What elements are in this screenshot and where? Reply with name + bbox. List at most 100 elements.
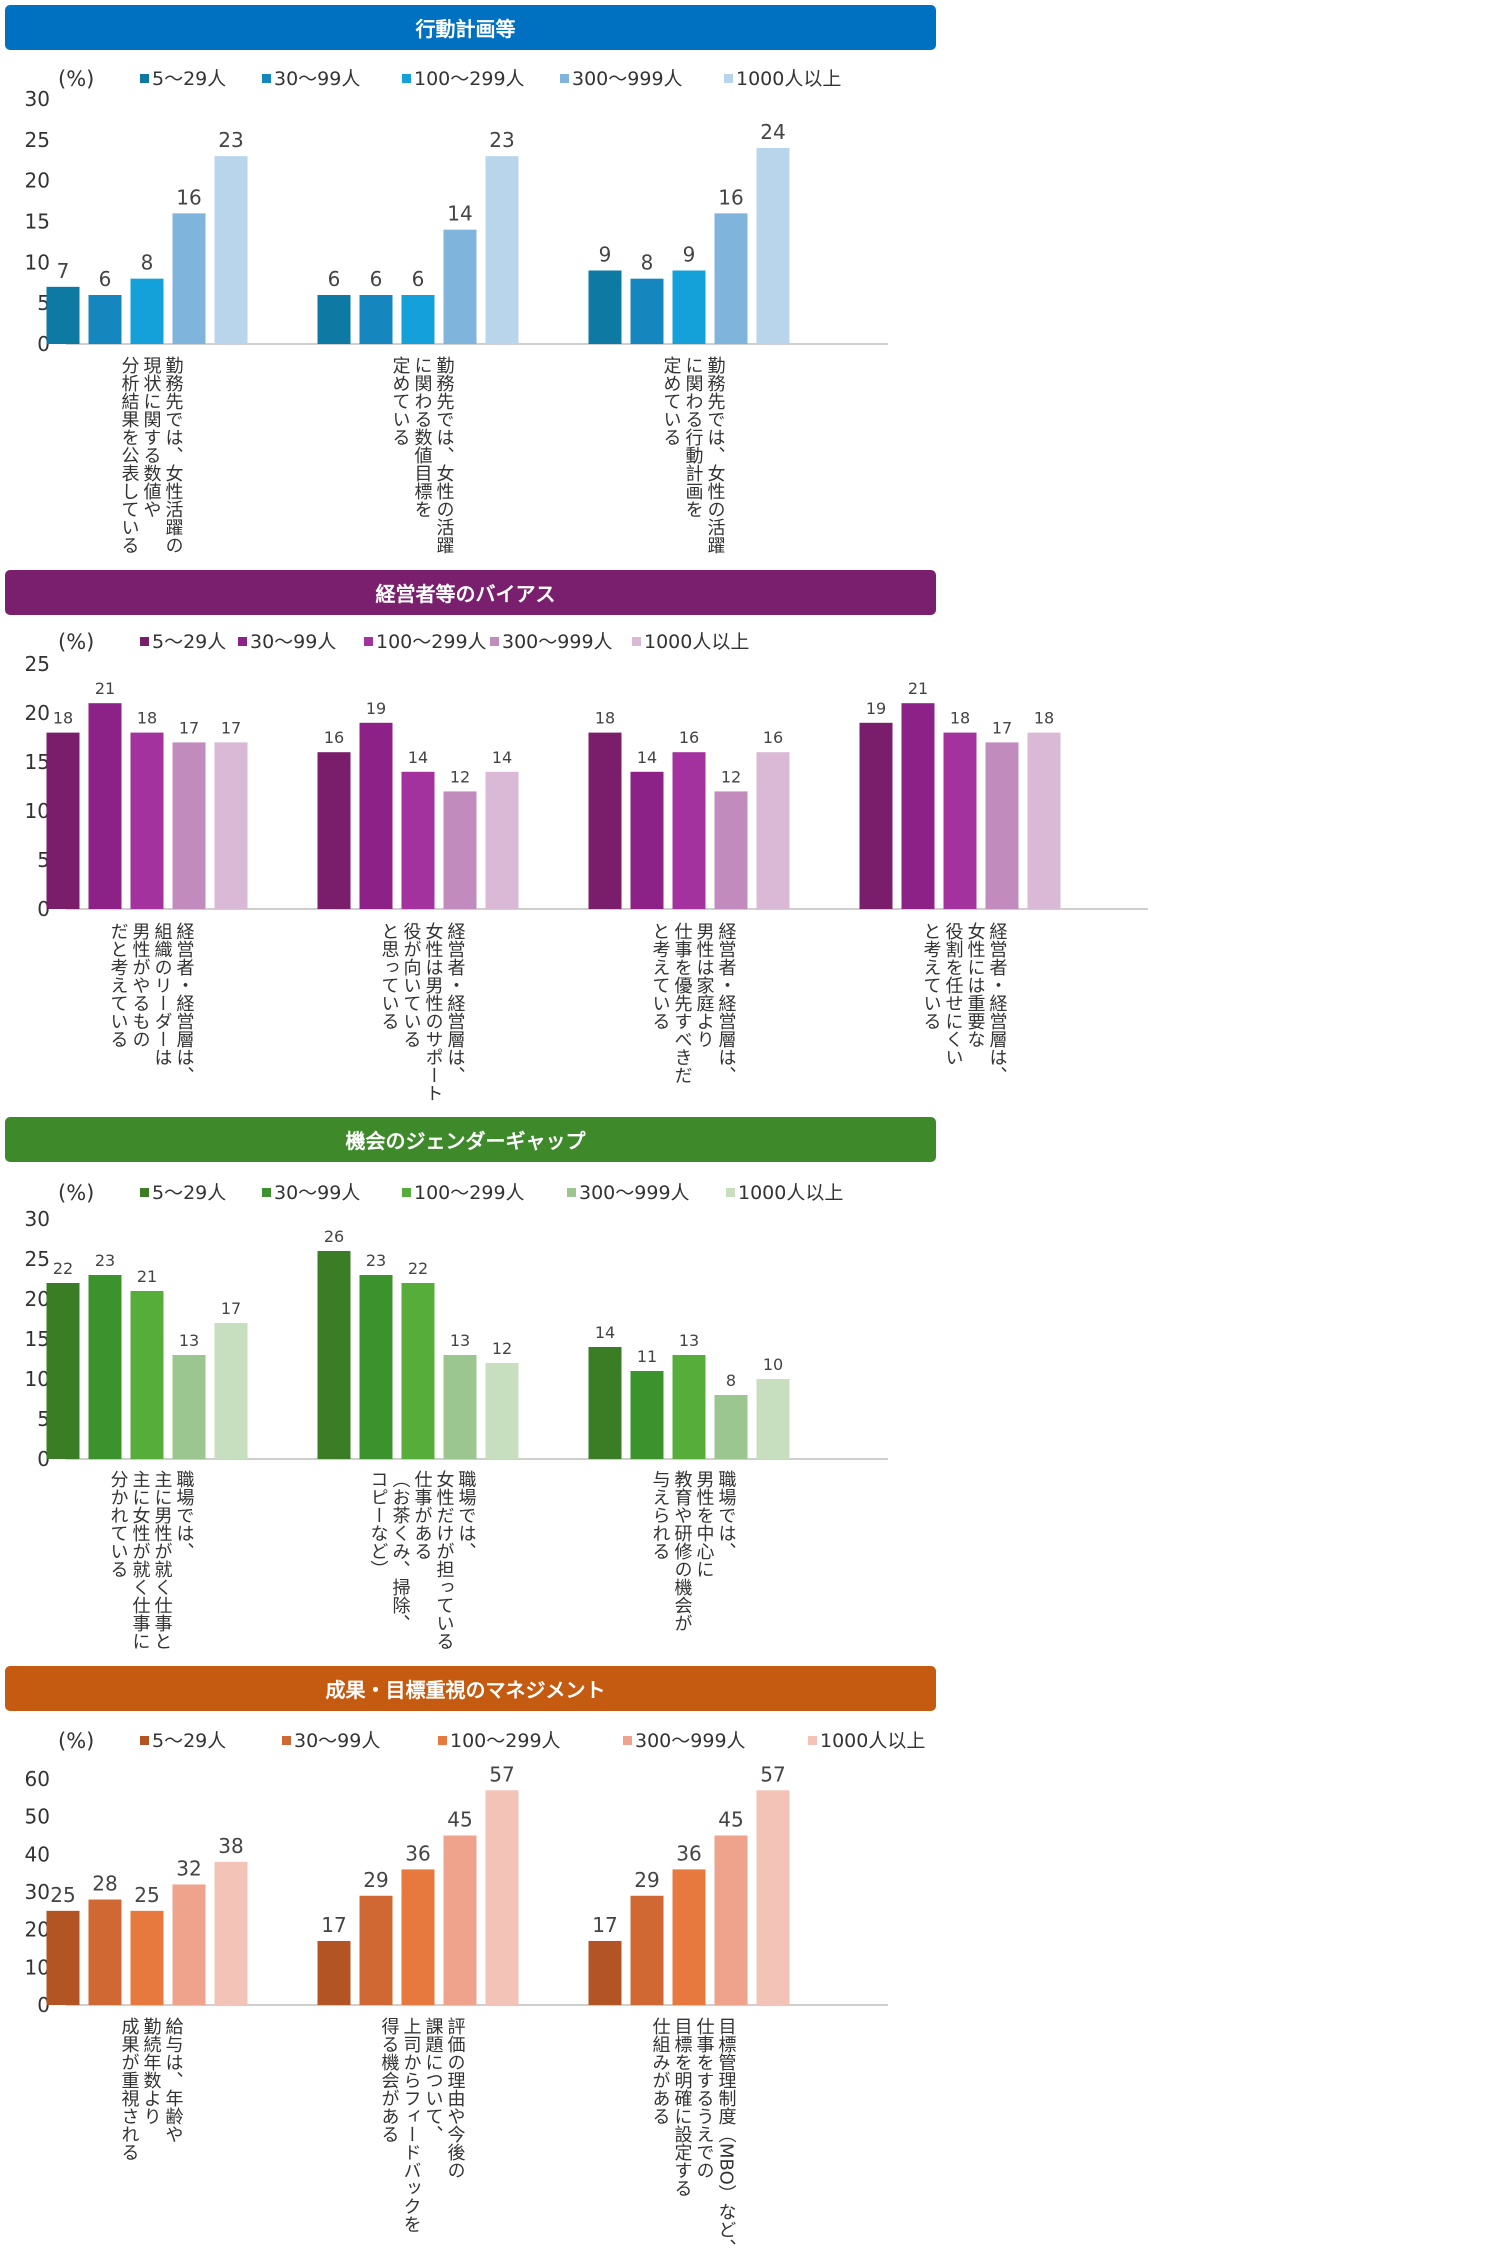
- bar: [318, 752, 351, 909]
- y-tick-label: 50: [25, 1805, 50, 1829]
- bar: [131, 733, 164, 909]
- bar: [631, 772, 664, 909]
- category-label-line: 勤務先では、女性の活躍: [705, 356, 726, 554]
- y-tick-label: 20: [25, 1918, 50, 1942]
- bar-value-label: 13: [179, 1331, 199, 1350]
- category-label-line: 給与は、年齢や: [163, 2017, 184, 2143]
- legend-entry: 300～999人: [572, 68, 683, 90]
- category-label-line: 女性だけが担っている: [434, 1470, 455, 1650]
- bar-value-label: 17: [592, 1913, 617, 1937]
- y-tick-label: 25: [25, 1247, 50, 1271]
- bar-value-label: 25: [134, 1883, 159, 1907]
- y-tick-label: 10: [25, 250, 50, 274]
- bar: [131, 1291, 164, 1459]
- legend-entry: 5～29人: [152, 68, 226, 90]
- y-tick-label: 40: [25, 1842, 50, 1866]
- unit-label: (%): [58, 1181, 94, 1205]
- bar: [486, 772, 519, 909]
- legend-swatch: [282, 1736, 291, 1745]
- bar-value-label: 6: [99, 267, 112, 291]
- bar: [444, 1836, 477, 2006]
- category-label-line: 勤務先では、女性の活躍: [434, 356, 455, 554]
- bar: [89, 1275, 122, 1459]
- legend-swatch: [238, 637, 247, 646]
- bar-value-label: 18: [1034, 709, 1054, 728]
- bar-value-label: 21: [137, 1267, 157, 1286]
- category-label-line: 定めている: [661, 356, 682, 446]
- bar: [360, 1275, 393, 1459]
- category-label-line: と思っている: [379, 922, 400, 1030]
- bar: [986, 742, 1019, 909]
- category-label-line: 職場では、: [174, 1470, 195, 1560]
- bar: [631, 1371, 664, 1459]
- y-tick-label: 30: [25, 1880, 50, 1904]
- legend-swatch: [262, 1188, 271, 1197]
- category-label-line: 経営者・経営層は、: [174, 922, 195, 1084]
- bar-value-label: 13: [450, 1331, 470, 1350]
- category-label-line: 女性は男性のサポート: [423, 922, 444, 1102]
- y-tick-label: 10: [25, 1955, 50, 1979]
- bar-value-label: 17: [221, 718, 241, 737]
- legend-swatch: [632, 637, 641, 646]
- category-label: 給与は、年齢や勤続年数より成果が重視される: [119, 2017, 184, 2161]
- category-label: 経営者・経営層は、組織のリーダーは男性がやるものだと考えている: [108, 922, 195, 1084]
- bar: [715, 213, 748, 344]
- bar: [631, 279, 664, 344]
- bar: [89, 703, 122, 909]
- bar-value-label: 45: [718, 1808, 743, 1832]
- bar-value-label: 17: [179, 718, 199, 737]
- category-label-line: 職場では、: [716, 1470, 737, 1560]
- y-tick-label: 15: [25, 210, 50, 234]
- category-label-line: 主に女性が就く仕事に: [130, 1470, 151, 1650]
- category-label-line: だと考えている: [108, 922, 129, 1048]
- category-label-line: 課題について、: [423, 2017, 444, 2143]
- bar-value-label: 6: [412, 267, 425, 291]
- legend-entry: 30～99人: [274, 1182, 360, 1204]
- bar: [715, 791, 748, 909]
- legend-swatch: [364, 637, 373, 646]
- legend-entry: 30～99人: [274, 68, 360, 90]
- category-label: 勤務先では、女性活躍の現状に関する数値や分析結果を公表している: [119, 356, 184, 554]
- legend-swatch: [490, 637, 499, 646]
- y-tick-label: 10: [25, 1367, 50, 1391]
- bar-value-label: 23: [489, 128, 514, 152]
- legend-entry: 1000人以上: [644, 631, 749, 653]
- y-tick-label: 25: [25, 128, 50, 152]
- legend-entry: 5～29人: [152, 1182, 226, 1204]
- bar-value-label: 16: [176, 185, 201, 209]
- legend-swatch: [808, 1736, 817, 1745]
- category-label-line: 目標を明確に設定する: [672, 2017, 693, 2197]
- bar-value-label: 45: [447, 1808, 472, 1832]
- chart-title: 成果・目標重視のマネジメント: [326, 1678, 606, 1702]
- y-tick-label: 10: [25, 799, 50, 823]
- chart-4: 成果・目標重視のマネジメント(%) 5～29人 30～99人 100～299人 300～…: [5, 1666, 936, 2247]
- legend-entry: 1000人以上: [738, 1182, 843, 1204]
- chart-2: 経営者等のバイアス(%) 5～29人 30～99人 100～299人 300～999人 1…: [5, 570, 1148, 1102]
- bar-value-label: 19: [366, 699, 386, 718]
- y-tick-label: 15: [25, 750, 50, 774]
- bar: [131, 1911, 164, 2005]
- chart-3: 機会のジェンダーギャップ (%) 5～29人 30～99人 100～299人 300～99…: [5, 1117, 936, 1650]
- y-tick-label: 25: [25, 652, 50, 676]
- bar-value-label: 9: [599, 243, 612, 267]
- legend-entry: 100～299人: [376, 631, 487, 653]
- bar-value-label: 18: [595, 709, 615, 728]
- bar-value-label: 8: [141, 251, 154, 275]
- bar-value-label: 14: [492, 748, 512, 767]
- legend-swatch: [438, 1736, 447, 1745]
- bar: [215, 1323, 248, 1459]
- legend-swatch: [140, 74, 149, 83]
- bar: [215, 742, 248, 909]
- bar: [673, 752, 706, 909]
- legend-entry: 1000人以上: [820, 1730, 925, 1752]
- bar: [486, 156, 519, 344]
- legend-entry: 5～29人: [152, 631, 226, 653]
- category-label-line: 仕事がある: [412, 1470, 433, 1560]
- bar: [47, 1283, 80, 1459]
- category-label-line: 仕事をするうえでの: [694, 2017, 715, 2179]
- legend-swatch: [262, 74, 271, 83]
- bar: [47, 1911, 80, 2005]
- category-label-line: 得る機会がある: [379, 2017, 400, 2143]
